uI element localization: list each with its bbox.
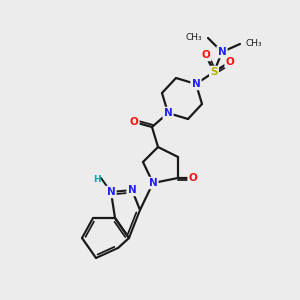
Text: N: N: [128, 185, 136, 195]
Text: CH₃: CH₃: [246, 40, 262, 49]
Text: S: S: [210, 67, 218, 77]
Text: N: N: [192, 79, 200, 89]
Text: N: N: [164, 108, 172, 118]
Text: N: N: [218, 47, 226, 57]
Text: O: O: [202, 50, 210, 60]
Text: N: N: [148, 178, 158, 188]
Text: O: O: [189, 173, 197, 183]
Text: O: O: [130, 117, 138, 127]
Text: CH₃: CH₃: [185, 34, 202, 43]
Text: N: N: [106, 187, 116, 197]
Text: O: O: [226, 57, 234, 67]
Text: H: H: [93, 176, 101, 184]
